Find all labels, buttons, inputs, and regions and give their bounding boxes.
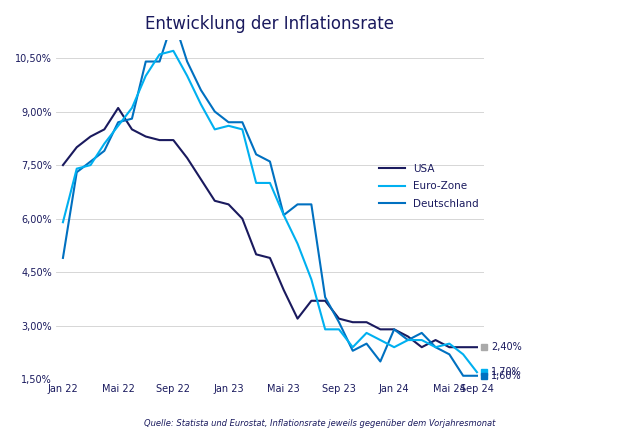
Text: 1,60%: 1,60% [491,371,522,381]
Text: Quelle: Statista und Eurostat, Inflationsrate jeweils gegenüber dem Vorjahresmon: Quelle: Statista und Eurostat, Inflation… [144,419,496,428]
Title: Entwicklung der Inflationsrate: Entwicklung der Inflationsrate [145,15,394,33]
Text: 2,40%: 2,40% [491,342,522,352]
Text: 1,70%: 1,70% [491,367,522,377]
Legend: USA, Euro-Zone, Deutschland: USA, Euro-Zone, Deutschland [379,164,479,209]
